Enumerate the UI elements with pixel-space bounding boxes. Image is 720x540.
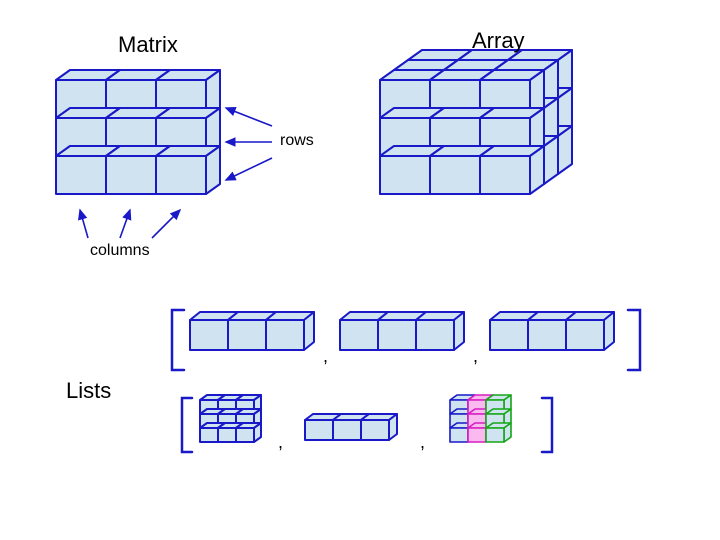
matrix-title: Matrix [118,32,178,58]
svg-text:,: , [278,432,283,452]
svg-text:,: , [420,432,425,452]
columns-label: columns [90,242,150,260]
lists-title: Lists [66,378,111,404]
rows-label: rows [280,132,314,150]
array-title: Array [472,28,525,54]
diagram-canvas: ,,,, [0,0,720,540]
svg-text:,: , [473,346,478,366]
svg-text:,: , [323,346,328,366]
